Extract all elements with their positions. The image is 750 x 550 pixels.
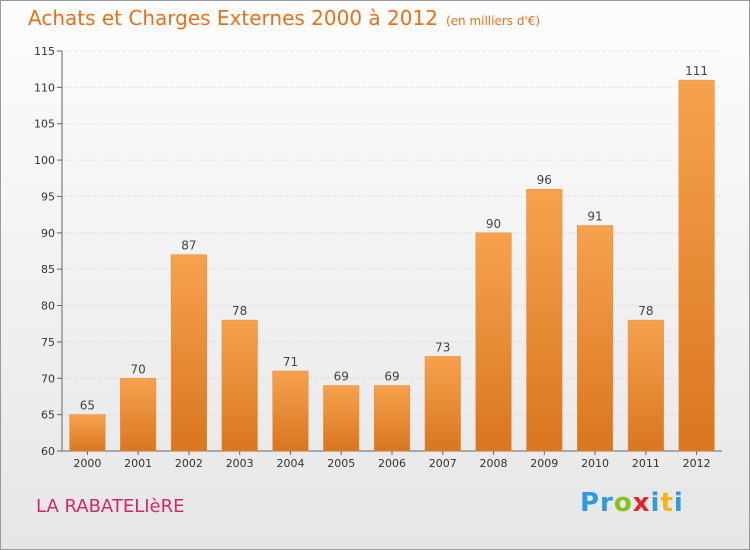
x-tick-label: 2000 (73, 457, 101, 470)
y-tick-label: 75 (41, 336, 55, 349)
bar (120, 378, 157, 452)
bar-value-label: 69 (384, 370, 399, 384)
x-tick-label: 2002 (175, 457, 203, 470)
labels: 60 65 70 75 80 85 90 95 100 105 110 115 65 2000 70 2001… (34, 45, 711, 470)
logo-part: i (673, 488, 684, 518)
bar-value-label: 73 (435, 340, 450, 354)
y-tick-label: 70 (41, 372, 55, 385)
x-tick-label: 2006 (378, 457, 406, 470)
y-tick-label: 95 (41, 190, 55, 203)
x-tick-label: 2007 (429, 457, 457, 470)
bar-value-label: 69 (334, 370, 349, 384)
bars (69, 79, 715, 452)
logo-part: i (650, 488, 661, 518)
y-tick-label: 115 (34, 45, 55, 58)
y-tick-label: 100 (34, 154, 55, 167)
x-tick-label: 2009 (530, 457, 558, 470)
chart-title-text: Achats et Charges Externes 2000 à 2012 (28, 6, 438, 30)
y-tick-label: 80 (41, 300, 55, 313)
logo-part: Pr (580, 488, 614, 518)
bar (678, 79, 715, 452)
bar (627, 319, 664, 452)
x-tick-label: 2010 (581, 457, 609, 470)
y-tick-label: 110 (34, 81, 55, 94)
y-tick-label: 90 (41, 227, 55, 240)
y-tick-label: 65 (41, 409, 55, 422)
x-tick-label: 2003 (226, 457, 254, 470)
x-tick-label: 2008 (480, 457, 508, 470)
y-tick-label: 105 (34, 118, 55, 131)
bar-value-label: 96 (537, 173, 552, 187)
proxiti-logo: Proxiti (580, 488, 684, 518)
bar (526, 188, 563, 452)
x-tick-label: 2011 (632, 457, 660, 470)
x-tick-label: 2012 (683, 457, 711, 470)
bar (323, 385, 360, 452)
logo-part: o (613, 488, 633, 518)
bar (424, 356, 461, 452)
x-tick-label: 2001 (124, 457, 152, 470)
chart-title: Achats et Charges Externes 2000 à 2012 (e… (28, 6, 540, 30)
bar-value-label: 91 (587, 210, 602, 224)
bar-value-label: 65 (80, 399, 95, 413)
bar (170, 254, 207, 452)
y-tick-label: 60 (41, 445, 55, 458)
bar (221, 319, 258, 452)
bar (577, 225, 614, 452)
bar-value-label: 90 (486, 217, 501, 231)
bar-value-label: 78 (638, 304, 653, 318)
bar-value-label: 78 (232, 304, 247, 318)
bar (69, 414, 106, 452)
bar-value-label: 111 (685, 64, 708, 78)
commune-name: LA RABATELIèRE (36, 496, 185, 517)
chart-subtitle: (en milliers d'€) (445, 14, 541, 28)
y-tick-label: 85 (41, 263, 55, 276)
bar-value-label: 87 (181, 239, 196, 253)
bar-value-label: 71 (283, 355, 298, 369)
x-tick-label: 2005 (327, 457, 355, 470)
bar (272, 370, 309, 452)
logo-part: x (632, 488, 651, 518)
x-tick-label: 2004 (276, 457, 304, 470)
bar-value-label: 70 (131, 362, 146, 376)
logo-part: t (660, 488, 674, 518)
bar (475, 232, 512, 452)
bar (373, 385, 411, 452)
